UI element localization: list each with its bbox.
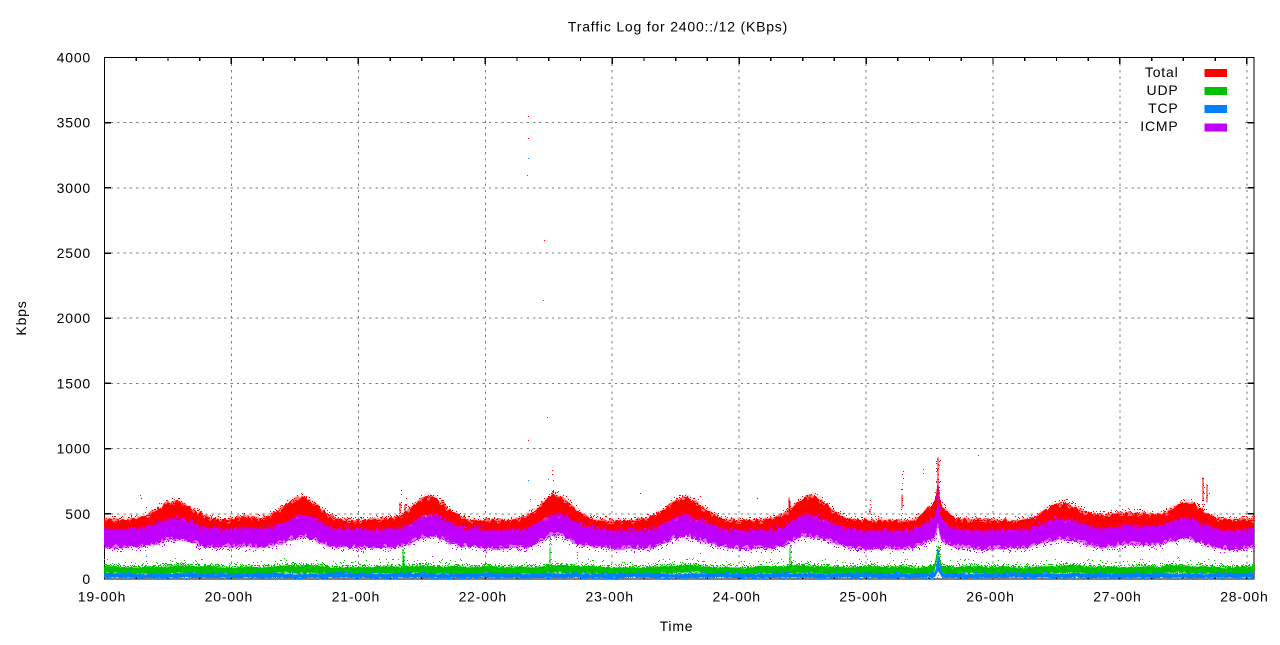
svg-text:27-00h: 27-00h — [1093, 589, 1141, 605]
svg-text:4000: 4000 — [57, 50, 91, 66]
svg-text:26-00h: 26-00h — [966, 589, 1014, 605]
svg-text:TCP: TCP — [1148, 100, 1178, 116]
svg-text:1000: 1000 — [57, 441, 91, 457]
svg-text:23-00h: 23-00h — [585, 589, 633, 605]
svg-text:1500: 1500 — [57, 375, 91, 391]
svg-text:UDP: UDP — [1147, 82, 1179, 98]
svg-text:25-00h: 25-00h — [839, 589, 887, 605]
svg-text:2500: 2500 — [57, 245, 91, 261]
svg-text:2000: 2000 — [57, 310, 91, 326]
svg-text:20-00h: 20-00h — [205, 589, 253, 605]
svg-text:3000: 3000 — [57, 180, 91, 196]
svg-text:Traffic Log for 2400::/12 (KBp: Traffic Log for 2400::/12 (KBps) — [568, 19, 788, 35]
svg-text:ICMP: ICMP — [1140, 118, 1178, 134]
svg-text:19-00h: 19-00h — [78, 589, 126, 605]
svg-text:0: 0 — [82, 571, 91, 587]
svg-text:28-00h: 28-00h — [1220, 589, 1268, 605]
svg-text:Time: Time — [660, 618, 694, 634]
svg-text:500: 500 — [65, 506, 91, 522]
svg-text:Kbps: Kbps — [13, 300, 29, 335]
svg-text:3500: 3500 — [57, 115, 91, 131]
svg-text:21-00h: 21-00h — [332, 589, 380, 605]
svg-text:22-00h: 22-00h — [459, 589, 507, 605]
svg-text:24-00h: 24-00h — [712, 589, 760, 605]
svg-text:Total: Total — [1145, 64, 1179, 80]
